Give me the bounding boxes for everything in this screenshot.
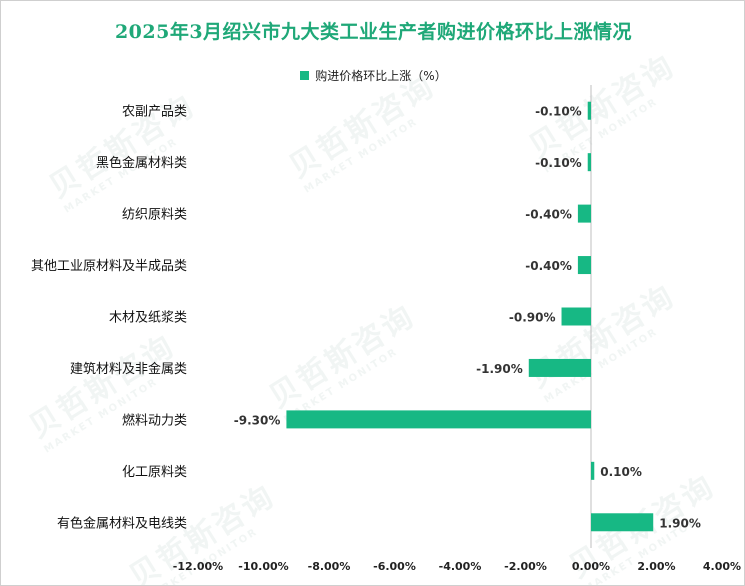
data-label: -0.40%: [525, 208, 572, 222]
category-label: 燃料动力类: [122, 412, 187, 428]
legend-swatch: [300, 71, 310, 80]
data-label: -0.10%: [535, 105, 582, 119]
x-tick-label: -2.00%: [504, 560, 547, 573]
data-label: -0.10%: [535, 156, 582, 170]
data-label: 0.10%: [600, 465, 642, 479]
bar: [561, 307, 591, 326]
bar: [587, 101, 591, 120]
category-label: 木材及纸浆类: [109, 311, 187, 326]
category-label: 有色金属材料及电线类: [57, 515, 187, 531]
x-tick-label: 2.00%: [637, 560, 675, 573]
x-tick-label: -12.00%: [173, 560, 223, 573]
bar: [577, 204, 591, 223]
x-tick-label: 4.00%: [703, 560, 741, 573]
bar: [591, 461, 595, 480]
bar: [591, 513, 654, 532]
category-label: 农副产品类: [122, 105, 187, 120]
x-tick-label: -8.00%: [308, 560, 351, 573]
chart-title: 2025年3月绍兴市九大类工业生产者购进价格环比上涨情况: [114, 21, 633, 43]
data-label: 1.90%: [659, 516, 701, 530]
bar: [577, 256, 591, 275]
x-tick-label: 0.00%: [572, 560, 610, 573]
category-label: 纺织原料类: [122, 208, 187, 223]
bar: [528, 358, 591, 377]
bar: [587, 153, 591, 172]
chart-legend: 购进价格环比上涨（%）: [1, 67, 744, 84]
category-label: 化工原料类: [122, 465, 187, 480]
category-label: 其他工业原材料及半成品类: [31, 259, 187, 274]
data-label: -1.90%: [476, 362, 523, 376]
category-label: 黑色金属材料类: [96, 155, 187, 171]
data-label: -0.90%: [509, 311, 556, 325]
data-label: -9.30%: [234, 413, 281, 427]
category-label: 建筑材料及非金属类: [70, 361, 187, 377]
x-tick-label: -10.00%: [238, 560, 288, 573]
x-tick-label: -6.00%: [373, 560, 416, 573]
bar: [286, 410, 591, 429]
data-label: -0.40%: [525, 259, 572, 273]
x-tick-label: -4.00%: [439, 560, 482, 573]
legend-label: 购进价格环比上涨（%）: [315, 69, 447, 83]
